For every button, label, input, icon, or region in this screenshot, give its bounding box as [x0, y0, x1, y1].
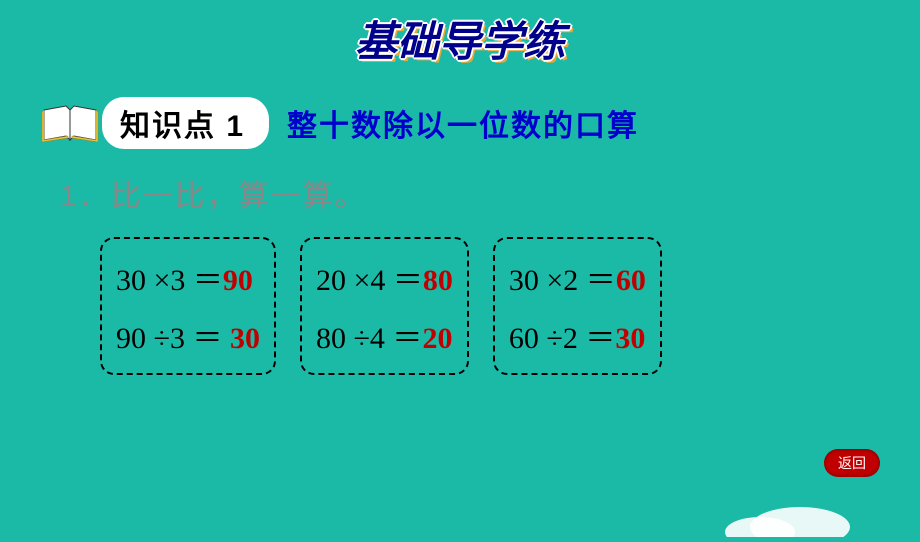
equation-lhs: 60 ÷2 ＝ [509, 313, 615, 357]
equation: 30 ×3 ＝90 [116, 255, 260, 299]
book-icon [40, 102, 100, 144]
math-boxes: 30 ×3 ＝90 90 ÷3 ＝ 30 20 ×4 ＝80 80 ÷4 ＝20… [100, 237, 920, 375]
equation-answer: 60 [616, 264, 646, 298]
question-text: 比一比，算一算。 [111, 180, 367, 213]
equation: 60 ÷2 ＝30 [509, 313, 646, 357]
question-row: 1．比一比，算一算。 [60, 171, 920, 215]
math-box: 30 ×3 ＝90 90 ÷3 ＝ 30 [100, 237, 276, 375]
knowledge-point-row: 知识点 1 整十数除以一位数的口算 [40, 97, 920, 149]
math-box: 20 ×4 ＝80 80 ÷4 ＝20 [300, 237, 469, 375]
page-title-text: 基础导学练 [355, 20, 565, 66]
equation-answer: 20 [422, 322, 452, 356]
equation: 20 ×4 ＝80 [316, 255, 453, 299]
equation-answer: 30 [230, 322, 260, 356]
math-box: 30 ×2 ＝60 60 ÷2 ＝30 [493, 237, 662, 375]
back-button[interactable]: 返回 [824, 449, 880, 477]
knowledge-point-desc: 整十数除以一位数的口算 [287, 101, 639, 145]
equation-lhs: 20 ×4 ＝ [316, 255, 423, 299]
page-title: 基础导学练 [0, 0, 920, 69]
equation-lhs: 30 ×3 ＝ [116, 255, 223, 299]
equation: 90 ÷3 ＝ 30 [116, 313, 260, 357]
equation-answer: 30 [615, 322, 645, 356]
equation: 30 ×2 ＝60 [509, 255, 646, 299]
decoration-icon [680, 477, 860, 537]
equation: 80 ÷4 ＝20 [316, 313, 453, 357]
equation-answer: 80 [423, 264, 453, 298]
equation-lhs: 80 ÷4 ＝ [316, 313, 422, 357]
question-number: 1． [60, 180, 111, 213]
equation-lhs: 30 ×2 ＝ [509, 255, 616, 299]
equation-lhs: 90 ÷3 ＝ [116, 313, 230, 357]
knowledge-point-badge: 知识点 1 [102, 97, 269, 149]
equation-answer: 90 [223, 264, 253, 298]
